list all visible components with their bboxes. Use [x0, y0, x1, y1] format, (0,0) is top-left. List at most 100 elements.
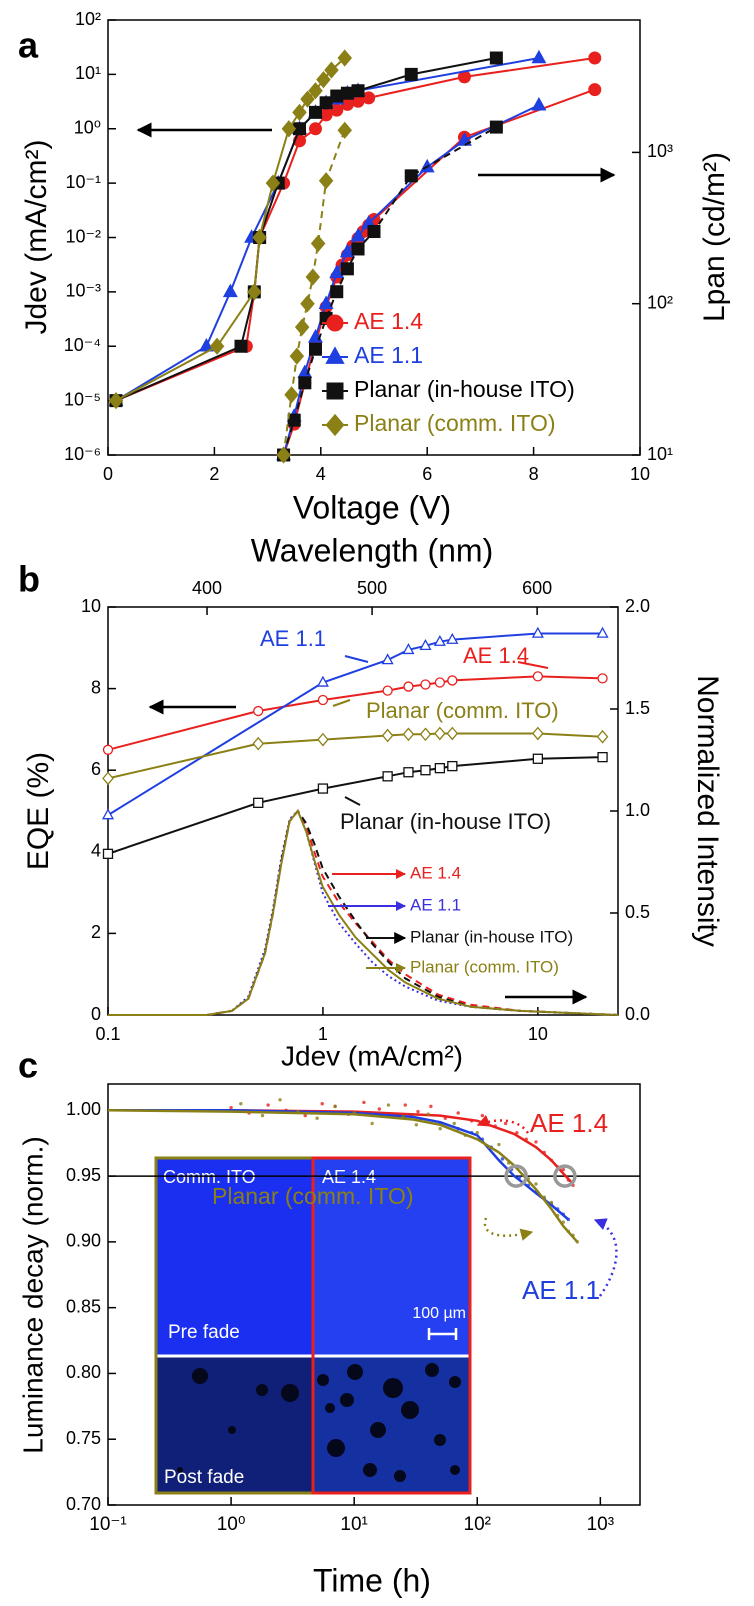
spectrum-line — [108, 809, 619, 1016]
legend-marker — [326, 382, 344, 400]
left-tick-label: 1.00 — [66, 1099, 101, 1119]
data-point — [434, 677, 446, 688]
data-point — [367, 225, 381, 239]
scatter-point — [497, 1142, 501, 1147]
top-tick-label: 400 — [192, 578, 222, 598]
data-point — [310, 234, 326, 253]
inset-image — [313, 1356, 470, 1493]
data-point — [253, 705, 264, 717]
data-point — [102, 744, 114, 755]
data-point — [308, 122, 322, 136]
inset-label: Pre fade — [168, 1322, 240, 1343]
data-point — [289, 347, 305, 365]
data-point — [102, 848, 114, 859]
data-point — [319, 96, 333, 110]
left-tick-label: 10⁻⁵ — [64, 389, 101, 409]
series-label: AE 1.4 — [463, 643, 529, 668]
scatter-point — [386, 1103, 391, 1107]
data-point — [381, 728, 394, 743]
right-tick-label: 1.5 — [625, 698, 650, 718]
scatter-point — [362, 1100, 366, 1105]
scatter-point — [456, 1111, 460, 1115]
left-tick-label: 6 — [91, 759, 101, 779]
data-point — [330, 285, 344, 299]
data-point — [284, 386, 299, 404]
left-tick-label: 0.90 — [66, 1231, 101, 1251]
inset-spots — [177, 1363, 461, 1482]
spectrum-label: Planar (comm. ITO) — [410, 957, 559, 976]
axis-label: Normalized Intensity — [691, 675, 724, 947]
bottom-tick-label: 8 — [529, 464, 539, 484]
right-tick-label: 0.0 — [625, 1004, 650, 1024]
series-line — [107, 732, 603, 780]
scatter-point — [534, 1140, 538, 1144]
inset: Comm. ITO AE 1.4 Pre fade Post fade 100 … — [154, 1156, 472, 1495]
data-point — [531, 49, 547, 64]
data-point — [317, 694, 329, 706]
data-point — [531, 96, 547, 111]
series-label: AE 1.1 — [260, 626, 326, 651]
data-point — [447, 760, 458, 772]
inset-image — [156, 1158, 313, 1356]
scatter-point — [229, 1105, 233, 1110]
left-tick-label: 0.70 — [66, 1494, 101, 1514]
data-point — [102, 771, 114, 786]
data-point — [531, 626, 544, 638]
spectrum-label: AE 1.1 — [410, 895, 461, 914]
right-tick-label: 2.0 — [625, 596, 650, 616]
data-point — [433, 634, 446, 646]
right-tick-label: 10¹ — [647, 444, 673, 464]
top-tick-label: 600 — [522, 578, 552, 598]
data-point — [419, 727, 432, 742]
scatter-point — [452, 1121, 456, 1126]
spectrum-label: Planar (in-house ITO) — [410, 927, 573, 946]
series-line-y2 — [282, 104, 540, 456]
left-tick-label: 10⁻⁶ — [64, 444, 101, 464]
data-point — [588, 83, 602, 97]
left-tick-label: 0 — [91, 1004, 101, 1024]
bottom-tick-label: 10⁰ — [217, 1514, 246, 1535]
left-tick-label: 0.85 — [66, 1296, 101, 1316]
data-point — [317, 783, 329, 794]
data-point — [456, 132, 472, 146]
series-line — [107, 675, 603, 751]
label-leader — [517, 661, 549, 669]
data-point — [337, 121, 352, 139]
data-point — [276, 446, 291, 464]
data-point — [329, 264, 345, 279]
data-point — [532, 726, 544, 741]
spectrum-label: AE 1.4 — [410, 863, 461, 882]
left-tick-label: 10² — [75, 9, 101, 29]
bottom-tick-label: 10¹ — [340, 1514, 367, 1535]
scatter-point — [239, 1102, 243, 1106]
data-point — [308, 82, 323, 100]
legend-marker — [326, 314, 344, 332]
data-point — [316, 71, 331, 89]
left-tick-label: 10¹ — [75, 63, 101, 83]
left-tick-label: 10⁻³ — [65, 281, 101, 301]
bottom-tick-label: 10³ — [587, 1514, 614, 1535]
right-tick-label: 1.0 — [625, 800, 650, 820]
data-point — [298, 376, 312, 390]
data-point — [402, 727, 415, 742]
scatter-point — [500, 1157, 505, 1161]
data-point — [253, 797, 264, 808]
data-point — [265, 174, 281, 192]
series-label: Planar (comm. ITO) — [366, 698, 559, 723]
data-point — [420, 679, 431, 690]
panel-label: a — [18, 25, 39, 66]
axis-label: Jdev (mA/cm²) — [20, 140, 53, 335]
left-tick-label: 10⁻⁴ — [64, 335, 101, 355]
left-tick-label: 10⁰ — [74, 118, 101, 138]
data-point — [382, 771, 393, 782]
legend-label: AE 1.1 — [354, 342, 423, 368]
bottom-tick-label: 10⁻¹ — [89, 1514, 127, 1535]
label-leader — [332, 699, 351, 707]
data-point — [316, 675, 329, 687]
data-point — [419, 639, 432, 651]
series-line-y2 — [282, 129, 346, 456]
left-tick-label: 10 — [81, 596, 101, 616]
axis-label: Lpan (cd/m²) — [698, 152, 731, 322]
